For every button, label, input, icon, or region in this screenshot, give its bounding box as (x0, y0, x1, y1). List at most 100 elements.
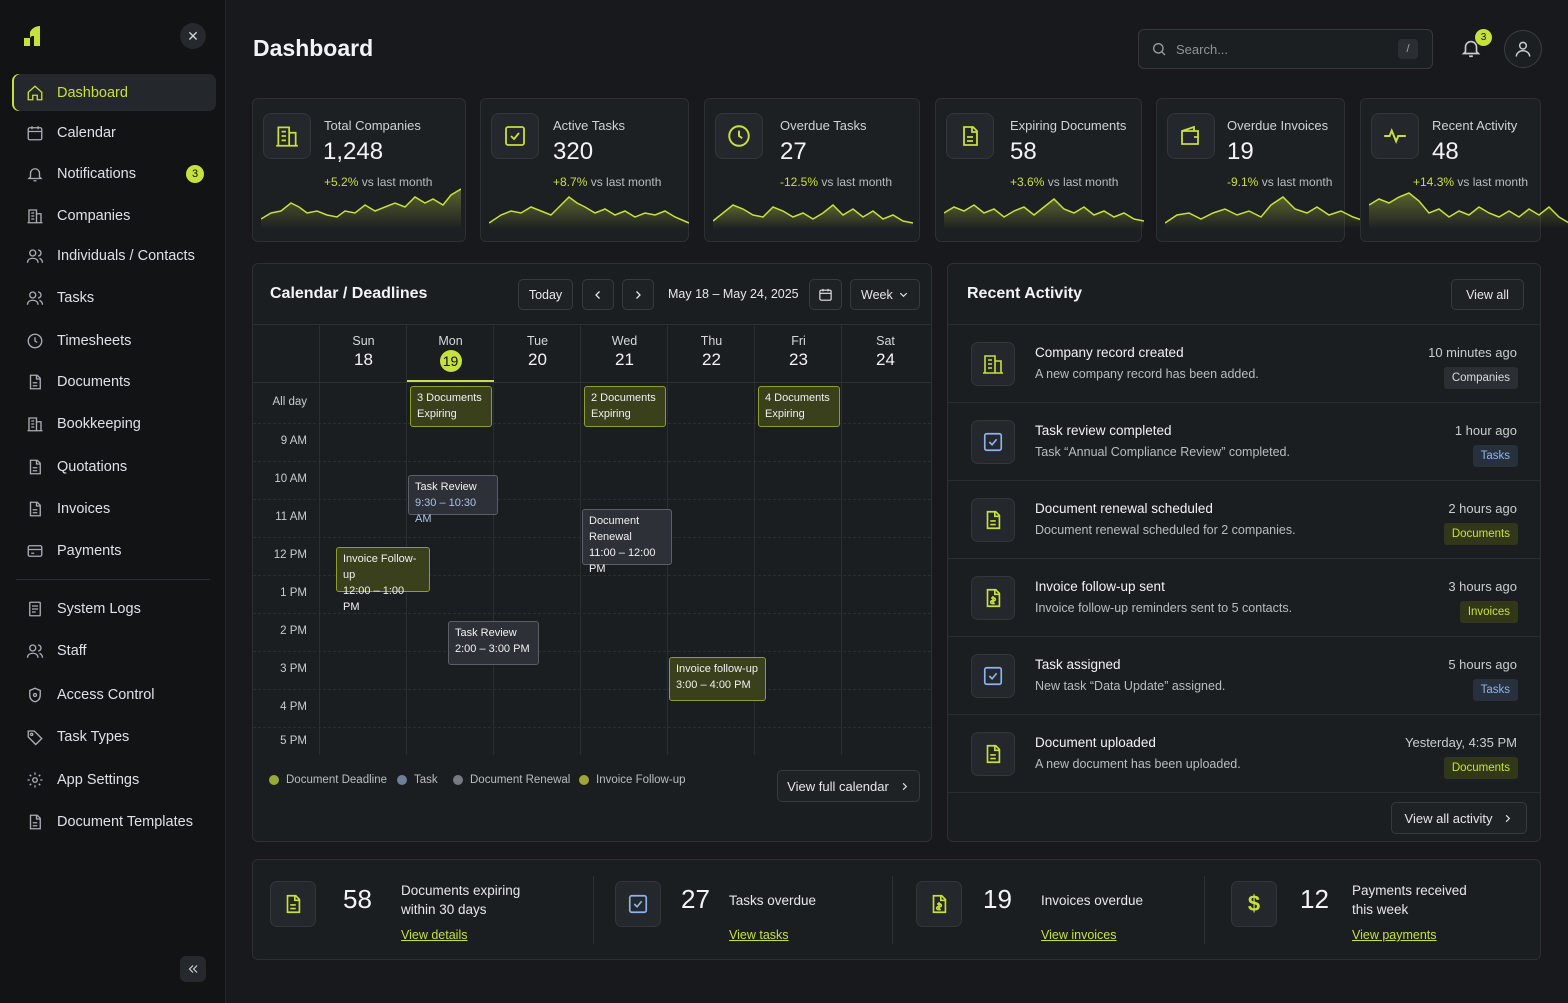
view-all-button[interactable]: View all (1451, 279, 1524, 310)
event-title: Invoice Follow-up (343, 553, 417, 581)
event-time: 2:00 – 3:00 PM (455, 643, 530, 655)
search-input[interactable] (1176, 41, 1386, 57)
activity-item[interactable]: Document uploaded A new document has bee… (948, 714, 1540, 792)
sidebar-item-label: Notifications (57, 165, 136, 182)
sidebar-divider (16, 579, 210, 580)
view-payments-link[interactable]: View payments (1352, 928, 1437, 942)
summary-number: 12 (1300, 884, 1329, 914)
sidebar-item-invoices[interactable]: Invoices (12, 490, 216, 527)
user-avatar-button[interactable] (1504, 30, 1542, 68)
sidebar-item-notifications[interactable]: Notifications 3 (12, 155, 216, 192)
event-documents-expiring-mon[interactable]: 3 Documents Expiring (410, 386, 492, 427)
date-picker-button[interactable] (809, 279, 842, 310)
search-shortcut-key: / (1398, 39, 1418, 59)
sidebar-item-documents[interactable]: Documents (12, 363, 216, 400)
activity-item[interactable]: Document renewal scheduled Document rene… (948, 480, 1540, 558)
event-invoice-followup-thu[interactable]: Invoice follow-up 3:00 – 4:00 PM (669, 657, 766, 701)
document-icon (24, 498, 46, 520)
activity-tag[interactable]: Tasks (1472, 445, 1518, 467)
event-title: Document (589, 515, 640, 527)
sidebar-item-document-templates[interactable]: Document Templates (12, 803, 216, 840)
view-tasks-link[interactable]: View tasks (729, 928, 789, 942)
event-documents-expiring-wed[interactable]: 2 Documents Expiring (584, 386, 666, 427)
sidebar-item-app-settings[interactable]: App Settings (12, 761, 216, 798)
view-select[interactable]: Week (850, 279, 920, 310)
grid-line (580, 325, 581, 755)
pulse-icon (1371, 113, 1419, 159)
sidebar-item-task-types[interactable]: Task Types (12, 718, 216, 755)
day-header-wed[interactable]: Wed 21 (581, 325, 668, 382)
activity-tag[interactable]: Documents (1443, 757, 1518, 779)
day-header-sat[interactable]: Sat 24 (842, 325, 929, 382)
event-task-review-tue[interactable]: Task Review 2:00 – 3:00 PM (448, 621, 539, 665)
notifications-bell-button[interactable] (1460, 36, 1482, 60)
view-details-link[interactable]: View details (401, 928, 468, 942)
view-full-calendar-button[interactable]: View full calendar (777, 770, 920, 802)
search-box[interactable]: / (1138, 29, 1433, 69)
activity-item[interactable]: Company record created A new company rec… (948, 324, 1540, 402)
calendar-icon (818, 287, 833, 302)
summary-text-line: Documents expiring (401, 883, 521, 898)
event-subtitle: Expiring (765, 408, 805, 420)
activity-tag[interactable]: Tasks (1472, 679, 1518, 701)
prev-week-button[interactable] (582, 279, 614, 310)
day-header-sun[interactable]: Sun 18 (320, 325, 407, 382)
day-name: Sat (876, 334, 895, 348)
collapse-sidebar-button[interactable] (180, 956, 206, 982)
day-header-thu[interactable]: Thu 22 (668, 325, 755, 382)
activity-item[interactable]: Task assigned New task “Data Update” ass… (948, 636, 1540, 714)
legend-label: Document Renewal (470, 774, 571, 786)
sidebar-item-dashboard[interactable]: Dashboard (12, 74, 216, 111)
stat-change-suffix: vs last month (1047, 175, 1119, 189)
event-document-renewal-wed[interactable]: Document Renewal 11:00 – 12:00 PM (582, 509, 672, 575)
time-label: 2 PM (280, 625, 307, 637)
activity-tag[interactable]: Documents (1443, 523, 1518, 545)
sidebar-item-timesheets[interactable]: Timesheets (12, 322, 216, 359)
event-title: Invoice follow-up (676, 663, 758, 675)
day-name: Sun (352, 334, 375, 348)
sidebar-item-tasks[interactable]: Tasks (12, 279, 216, 316)
summary-text: Tasks overdue (729, 893, 817, 908)
stat-card-total-companies[interactable]: Total Companies 1,248 +5.2% vs last mont… (252, 98, 466, 242)
activity-tag[interactable]: Companies (1443, 367, 1518, 389)
event-task-review-mon[interactable]: Task Review 9:30 – 10:30 AM (408, 475, 498, 525)
event-invoice-followup-sun[interactable]: Invoice Follow-up 12:00 – 1:00 PM (336, 547, 430, 613)
stat-card-active-tasks[interactable]: Active Tasks 320 +8.7% vs last month (480, 98, 689, 242)
day-header-fri[interactable]: Fri 23 (755, 325, 842, 382)
stat-card-overdue-tasks[interactable]: Overdue Tasks 27 -12.5% vs last month (704, 98, 920, 242)
divider (593, 876, 594, 944)
view-invoices-link[interactable]: View invoices (1041, 928, 1117, 942)
grid-line (253, 382, 931, 383)
today-button[interactable]: Today (518, 279, 573, 310)
next-week-button[interactable] (622, 279, 654, 310)
day-header-mon-today[interactable]: Mon 19 (407, 325, 494, 382)
app-logo[interactable] (22, 24, 42, 48)
sidebar-item-bookkeeping[interactable]: Bookkeeping (12, 405, 216, 442)
grid-line (253, 689, 931, 690)
close-sidebar-button[interactable]: ✕ (180, 23, 206, 49)
activity-item[interactable]: Invoice follow-up sent Invoice follow-up… (948, 558, 1540, 636)
grid-line (253, 727, 931, 728)
sidebar-item-system-logs[interactable]: System Logs (12, 590, 216, 627)
sidebar-item-access-control[interactable]: Access Control (12, 676, 216, 713)
event-title-line2: Renewal (589, 531, 632, 543)
event-title: 2 Documents (591, 392, 656, 404)
activity-tag[interactable]: Invoices (1459, 601, 1518, 623)
stat-card-overdue-invoices[interactable]: Overdue Invoices 19 -9.1% vs last month (1156, 98, 1365, 242)
grid-line (493, 325, 494, 755)
view-all-activity-button[interactable]: View all activity (1391, 802, 1527, 834)
sidebar-item-individuals-contacts[interactable]: Individuals / Contacts (12, 237, 216, 274)
sidebar-item-label: Calendar (57, 124, 116, 141)
activity-item[interactable]: Task review completed Task “Annual Compl… (948, 402, 1540, 480)
day-name: Thu (700, 334, 723, 348)
event-documents-expiring-fri[interactable]: 4 Documents Expiring (758, 386, 840, 427)
sidebar-item-staff[interactable]: Staff (12, 632, 216, 669)
stat-card-recent-activity[interactable]: Recent Activity 48 +14.3% vs last month (1360, 98, 1568, 242)
sidebar-item-calendar[interactable]: Calendar (12, 114, 216, 151)
sidebar-item-companies[interactable]: Companies (12, 197, 216, 234)
day-header-tue[interactable]: Tue 20 (494, 325, 581, 382)
stat-card-expiring-documents[interactable]: Expiring Documents 58 +3.6% vs last mont… (935, 98, 1144, 242)
sidebar-item-quotations[interactable]: Quotations (12, 448, 216, 485)
sidebar-item-payments[interactable]: Payments (12, 532, 216, 569)
stat-change-suffix: vs last month (361, 175, 433, 189)
